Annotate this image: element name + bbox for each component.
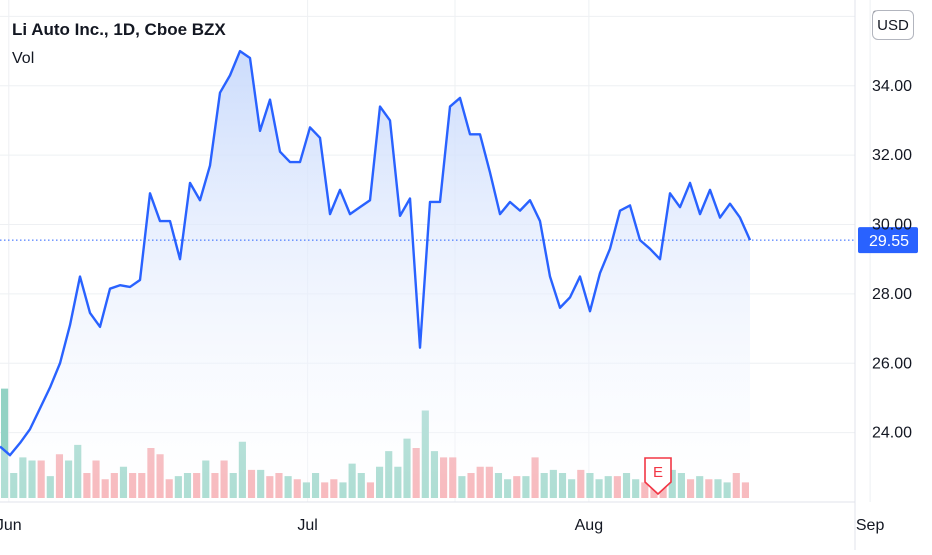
y-tick-label: 32.00 — [872, 147, 912, 164]
x-tick-label: Aug — [575, 517, 603, 534]
x-tick-label: Jun — [0, 517, 22, 534]
price-series — [0, 49, 752, 457]
x-tick-label: Jul — [297, 517, 317, 534]
y-tick-label: 34.00 — [872, 78, 912, 95]
price-area — [0, 51, 750, 503]
y-tick-label: 24.00 — [872, 425, 912, 442]
currency-button[interactable]: USD — [872, 10, 914, 40]
last-price-label: 29.55 — [869, 233, 909, 250]
earnings-label: E — [653, 464, 663, 481]
symbol-title: Li Auto Inc., 1D, Cboe BZX — [12, 20, 226, 39]
y-tick-label: 30.00 — [872, 217, 912, 234]
last-price-badge — [858, 227, 918, 254]
time-axis[interactable]: Jun Jul Aug Sep — [0, 517, 884, 534]
earnings-flag[interactable] — [644, 457, 672, 496]
y-tick-label: 26.00 — [872, 355, 912, 372]
volume-bar — [1, 388, 9, 499]
y-tick-label: 28.00 — [872, 286, 912, 303]
last-price-line: 29.55 — [0, 227, 918, 254]
volume-indicator-label[interactable]: Vol — [12, 50, 35, 67]
x-tick-label: Sep — [856, 517, 885, 534]
price-line[interactable] — [0, 49, 752, 457]
earnings-marker[interactable]: E — [644, 457, 672, 496]
price-area-fill — [0, 51, 750, 503]
